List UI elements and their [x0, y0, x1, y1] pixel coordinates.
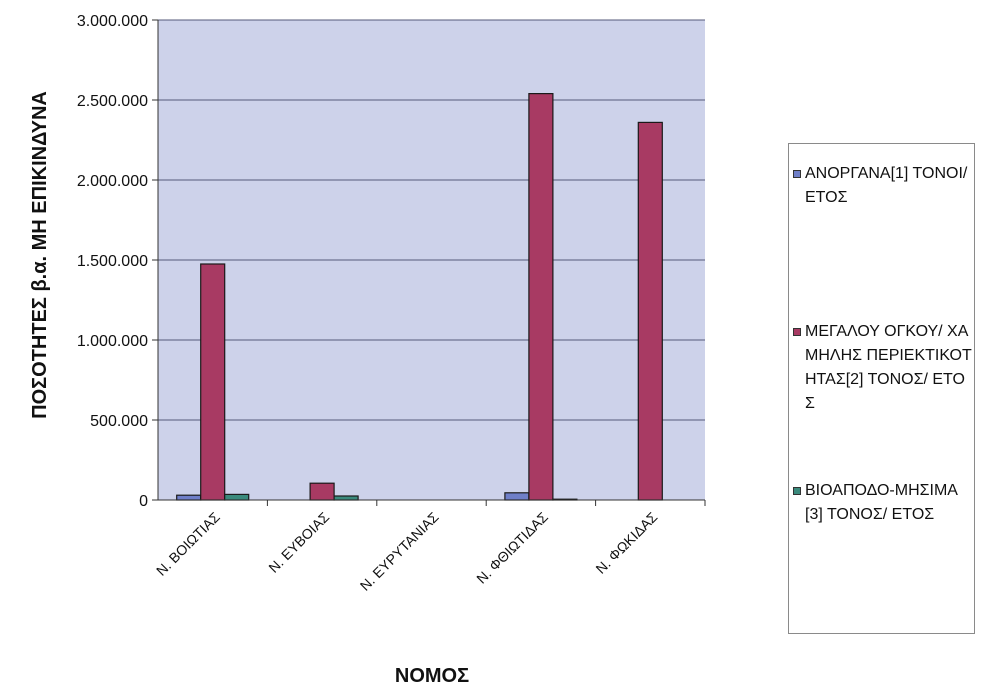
legend: ΑΝΟΡΓΑΝΑ[1] ΤΟΝΟΙ/ ΕΤΟΣ ΜΕΓΑΛΟΥ ΟΓΚΟΥ/ ΧΑ… — [788, 143, 975, 634]
x-axis-title: ΝΟΜΟΣ — [395, 665, 469, 687]
y-tick-label: 3.000.000 — [77, 13, 148, 30]
bar — [309, 482, 335, 501]
y-tick-label: 1.500.000 — [77, 253, 148, 270]
x-tick-label: Ν. ΦΩΚΙΔΑΣ — [592, 509, 660, 577]
legend-item: ΜΕΓΑΛΟΥ ΟΓΚΟΥ/ ΧΑΜΗΛΗΣ ΠΕΡΙΕΚΤΙΚΟΤΗΤΑΣ[2… — [793, 320, 973, 416]
bar — [528, 92, 554, 501]
bar — [176, 494, 202, 501]
legend-swatch — [793, 328, 801, 336]
x-tick-label: Ν. ΕΥΒΟΙΑΣ — [265, 509, 332, 576]
x-tick-label: Ν. ΒΟΙΩΤΙΑΣ — [153, 509, 223, 579]
y-tick-label: 500.000 — [90, 413, 148, 430]
y-axis-title: ΠΟΣΟΤΗΤΕΣ β.α. ΜΗ ΕΠΙΚΙΝΔΥΝΑ — [29, 91, 51, 419]
legend-item: ΒΙΟΑΠΟΔΟ-ΜΗΣΙΜΑ[3] ΤΟΝΟΣ/ ΕΤΟΣ — [793, 479, 973, 527]
legend-label: ΜΕΓΑΛΟΥ ΟΓΚΟΥ/ ΧΑΜΗΛΗΣ ΠΕΡΙΕΚΤΙΚΟΤΗΤΑΣ[2… — [805, 323, 972, 412]
legend-item: ΑΝΟΡΓΑΝΑ[1] ΤΟΝΟΙ/ ΕΤΟΣ — [793, 162, 973, 210]
legend-swatch — [793, 487, 801, 495]
bar — [200, 263, 226, 501]
y-tick-label: 0 — [139, 493, 148, 510]
legend-label: ΑΝΟΡΓΑΝΑ[1] ΤΟΝΟΙ/ ΕΤΟΣ — [805, 165, 968, 206]
y-tick-label: 2.500.000 — [77, 93, 148, 110]
bar — [333, 495, 359, 501]
x-tick-label: Ν. ΕΥΡΥΤΑΝΙΑΣ — [357, 509, 442, 594]
y-tick-label: 1.000.000 — [77, 333, 148, 350]
y-tick-label: 2.000.000 — [77, 173, 148, 190]
bar — [224, 493, 250, 501]
legend-swatch — [793, 170, 801, 178]
bar — [504, 492, 530, 501]
legend-label: ΒΙΟΑΠΟΔΟ-ΜΗΣΙΜΑ[3] ΤΟΝΟΣ/ ΕΤΟΣ — [805, 482, 958, 523]
bar — [637, 121, 663, 501]
x-tick-label: Ν. ΦΘΙΩΤΙΔΑΣ — [473, 509, 551, 587]
